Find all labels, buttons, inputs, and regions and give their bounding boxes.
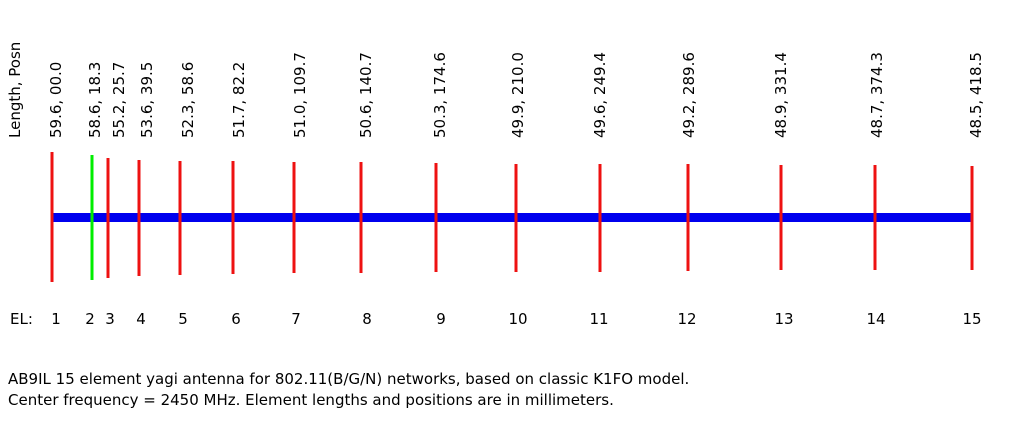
element-label: 51.0, 109.7 (291, 52, 309, 138)
element-label: 58.6, 18.3 (86, 62, 104, 138)
element-number: 2 (85, 310, 95, 328)
element-number: 12 (677, 310, 696, 328)
element-label: 59.6, 00.0 (47, 62, 65, 138)
element-number: 10 (508, 310, 527, 328)
el-label: EL: (10, 310, 33, 328)
element-label: 49.2, 289.6 (680, 52, 698, 138)
caption-line: AB9IL 15 element yagi antenna for 802.11… (8, 370, 689, 388)
element-number: 5 (178, 310, 188, 328)
element-label: 53.6, 39.5 (138, 62, 156, 138)
element-number: 13 (774, 310, 793, 328)
element-number: 9 (436, 310, 446, 328)
element-number: 7 (291, 310, 301, 328)
element-label: 52.3, 58.6 (179, 62, 197, 138)
element-label: 50.3, 174.6 (431, 52, 449, 138)
element-number: 3 (105, 310, 115, 328)
element-number: 15 (962, 310, 981, 328)
element-number: 4 (136, 310, 146, 328)
element-number: 1 (51, 310, 61, 328)
element-label: 49.6, 249.4 (591, 52, 609, 138)
element-label: 50.6, 140.7 (357, 52, 375, 138)
element-number: 11 (589, 310, 608, 328)
element-label: 48.9, 331.4 (772, 52, 790, 138)
element-number: 14 (866, 310, 885, 328)
element-label: 51.7, 82.2 (230, 62, 248, 138)
element-label: 55.2, 25.7 (110, 62, 128, 138)
header-label: Length, Posn (6, 42, 24, 138)
element-label: 48.5, 418.5 (967, 52, 985, 138)
boom (52, 213, 972, 222)
element-number: 8 (362, 310, 372, 328)
element-number: 6 (231, 310, 241, 328)
element-label: 49.9, 210.0 (509, 52, 527, 138)
caption-line: Center frequency = 2450 MHz. Element len… (8, 391, 614, 409)
element-label: 48.7, 374.3 (868, 52, 886, 138)
